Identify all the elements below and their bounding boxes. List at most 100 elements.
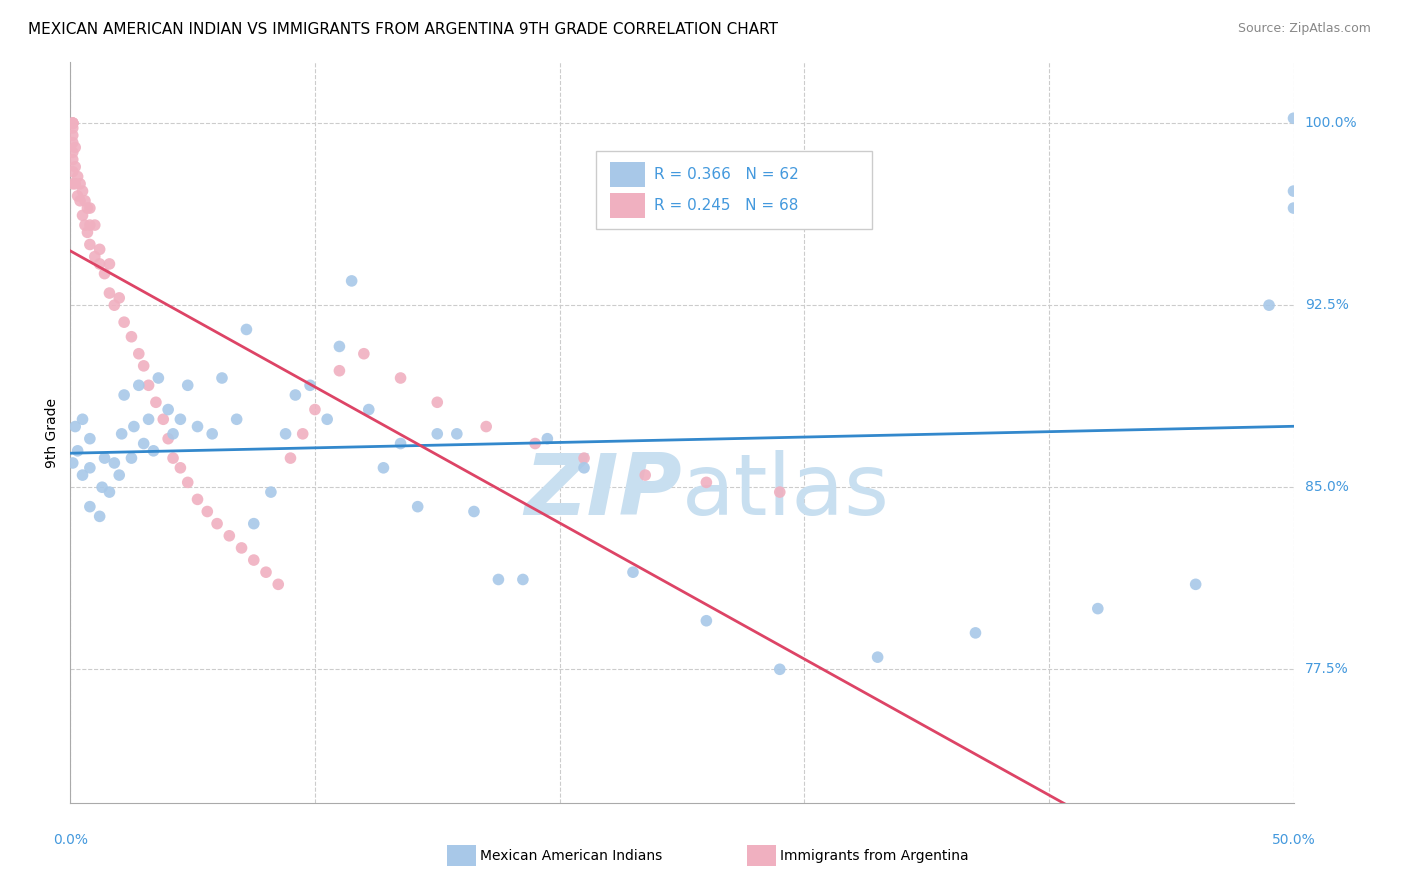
- Point: [406, 500, 429, 514]
- Point: [63, 160, 86, 174]
- Point: [132, 436, 155, 450]
- Point: [169, 460, 191, 475]
- Point: [316, 412, 339, 426]
- Point: [98, 257, 121, 271]
- Point: [76, 225, 98, 239]
- Point: [112, 315, 135, 329]
- Point: [426, 395, 449, 409]
- Point: [91, 480, 114, 494]
- Point: [62, 136, 84, 150]
- Point: [389, 371, 412, 385]
- Point: [463, 504, 485, 518]
- Point: [93, 451, 115, 466]
- Point: [73, 218, 96, 232]
- Point: [76, 201, 98, 215]
- Point: [111, 426, 134, 441]
- Point: [157, 402, 180, 417]
- Text: atlas: atlas: [682, 450, 890, 533]
- Point: [304, 402, 326, 417]
- Point: [145, 395, 167, 409]
- Point: [328, 339, 350, 353]
- Point: [231, 541, 253, 555]
- Point: [79, 460, 101, 475]
- Point: [426, 426, 449, 441]
- Point: [243, 553, 266, 567]
- Point: [389, 436, 412, 450]
- Point: [254, 565, 277, 579]
- Point: [112, 388, 135, 402]
- FancyBboxPatch shape: [596, 152, 872, 229]
- Point: [62, 116, 84, 130]
- Point: [186, 419, 208, 434]
- Text: 92.5%: 92.5%: [1305, 298, 1348, 312]
- Point: [62, 177, 84, 191]
- Point: [62, 145, 84, 160]
- Point: [66, 169, 89, 184]
- Point: [866, 650, 889, 665]
- Point: [1282, 112, 1305, 126]
- Point: [177, 475, 200, 490]
- Point: [121, 451, 143, 466]
- Point: [195, 504, 218, 518]
- Point: [274, 426, 297, 441]
- Point: [93, 267, 115, 281]
- Text: 0.0%: 0.0%: [53, 833, 87, 847]
- Point: [235, 322, 257, 336]
- Point: [162, 426, 184, 441]
- Point: [695, 614, 717, 628]
- Point: [357, 402, 380, 417]
- Point: [572, 451, 595, 466]
- Point: [299, 378, 322, 392]
- Point: [79, 432, 101, 446]
- Point: [72, 412, 94, 426]
- FancyBboxPatch shape: [747, 845, 776, 866]
- Point: [138, 412, 160, 426]
- Point: [98, 485, 121, 500]
- Text: 50.0%: 50.0%: [1271, 833, 1316, 847]
- Point: [89, 243, 111, 257]
- Point: [72, 208, 94, 222]
- Point: [83, 250, 105, 264]
- Y-axis label: 9th Grade: 9th Grade: [45, 398, 59, 467]
- Point: [89, 257, 111, 271]
- Point: [446, 426, 468, 441]
- Text: 85.0%: 85.0%: [1305, 480, 1348, 494]
- Point: [572, 460, 595, 475]
- Point: [69, 194, 91, 208]
- Point: [103, 456, 125, 470]
- Point: [186, 492, 208, 507]
- Point: [769, 485, 792, 500]
- Point: [218, 529, 240, 543]
- Point: [122, 419, 145, 434]
- Text: Immigrants from Argentina: Immigrants from Argentina: [780, 849, 969, 863]
- Point: [524, 436, 547, 450]
- Point: [62, 128, 84, 143]
- Point: [177, 378, 200, 392]
- Point: [73, 194, 96, 208]
- Point: [1184, 577, 1206, 591]
- Point: [62, 120, 84, 135]
- Point: [138, 378, 160, 392]
- Point: [201, 426, 224, 441]
- Point: [66, 189, 89, 203]
- Point: [152, 412, 174, 426]
- Point: [695, 475, 717, 490]
- Point: [63, 177, 86, 191]
- Point: [142, 443, 165, 458]
- FancyBboxPatch shape: [447, 845, 477, 866]
- Point: [148, 371, 170, 385]
- Point: [63, 140, 86, 154]
- Point: [536, 432, 558, 446]
- Point: [62, 153, 84, 167]
- Text: Mexican American Indians: Mexican American Indians: [479, 849, 662, 863]
- Point: [284, 388, 307, 402]
- FancyBboxPatch shape: [610, 193, 645, 219]
- Point: [340, 274, 363, 288]
- Text: 100.0%: 100.0%: [1305, 116, 1357, 130]
- Point: [108, 468, 131, 483]
- Point: [72, 184, 94, 198]
- Point: [225, 412, 247, 426]
- Point: [62, 116, 84, 130]
- Point: [621, 565, 644, 579]
- Point: [103, 298, 125, 312]
